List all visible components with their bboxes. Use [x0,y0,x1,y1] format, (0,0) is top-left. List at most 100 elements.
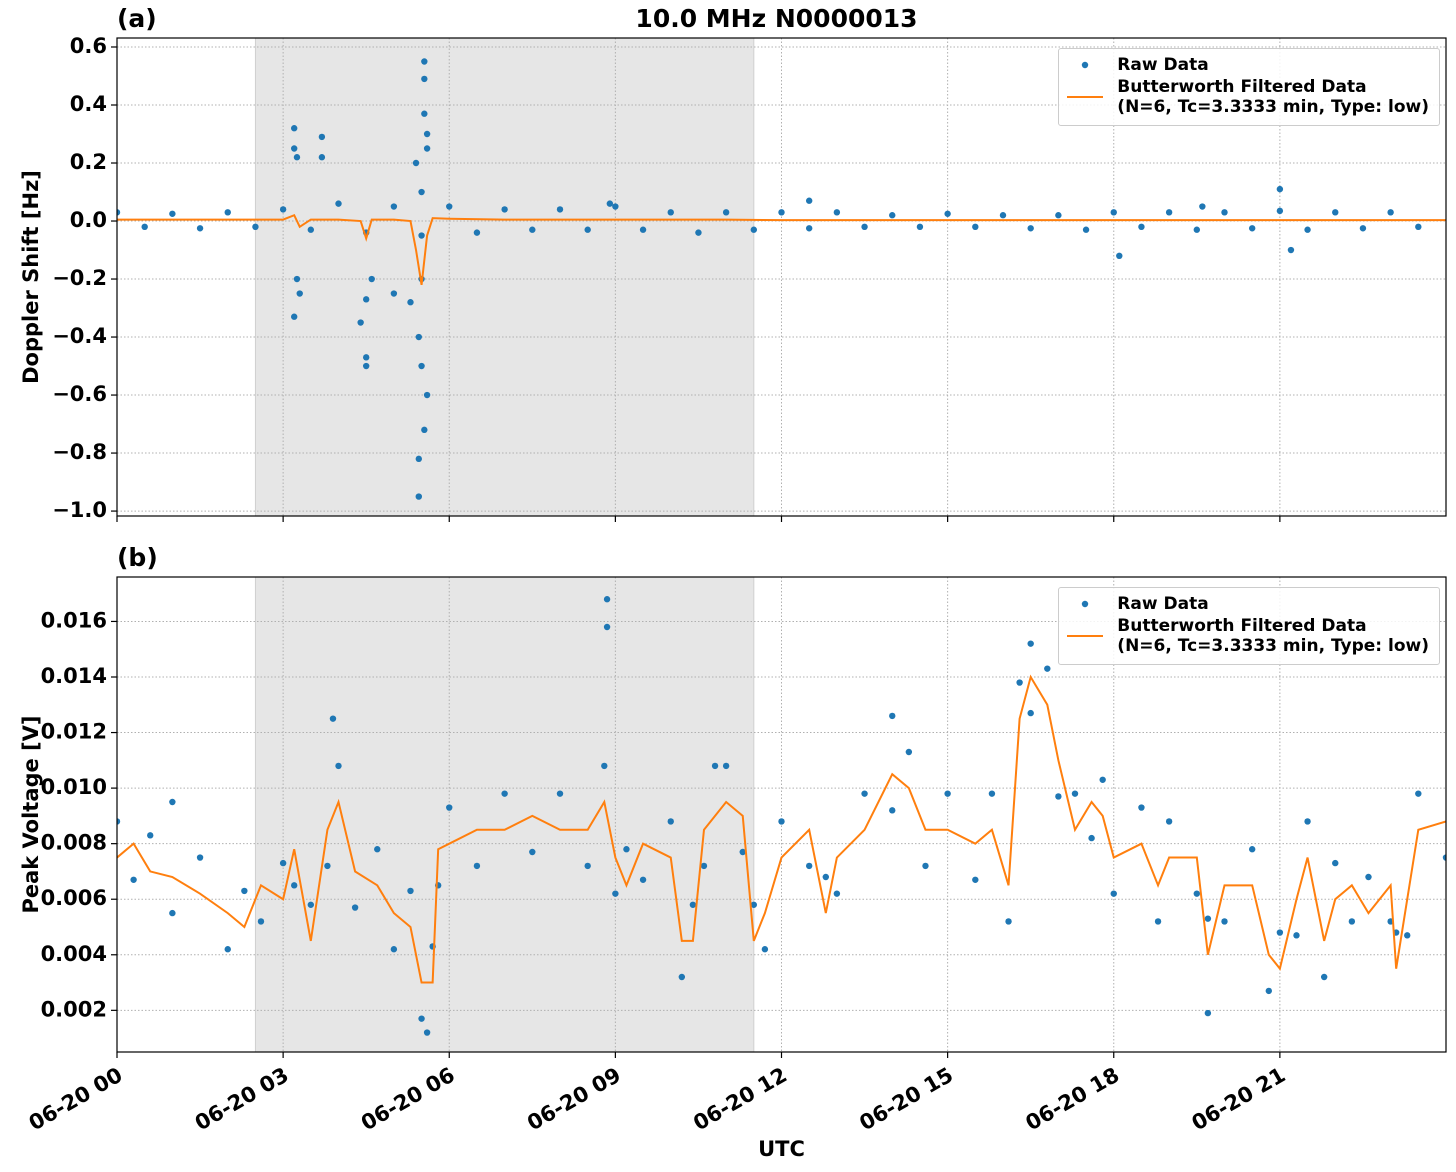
y-tick-label: −0.2 [52,266,107,290]
legend-label: Butterworth Filtered Data (N=6, Tc=3.333… [1117,77,1429,117]
raw-point [1193,226,1201,233]
raw-point [390,203,398,210]
raw-point [529,848,536,856]
raw-point [169,798,176,806]
raw-point [257,918,265,925]
raw-point [1055,212,1062,219]
raw-point [407,887,414,895]
raw-point [861,790,868,797]
x-tick-label: 06-20 00 [25,1063,127,1136]
raw-point [224,946,231,953]
x-tick-label: 06-20 12 [689,1063,791,1136]
raw-point [501,206,508,213]
raw-point [335,762,342,770]
raw-point [584,862,591,870]
raw-point [1287,246,1295,254]
raw-point [584,226,591,233]
raw-point [889,807,896,814]
y-tick-label: 0.010 [41,775,107,799]
raw-point [1320,973,1328,981]
y-tick-label: 0.014 [41,664,107,688]
y-tick-label: 0.004 [41,942,107,966]
plot-area [117,596,1446,1036]
raw-point [1332,859,1339,867]
legend-entry: Butterworth Filtered Data (N=6, Tc=3.333… [1065,77,1429,117]
raw-point [357,319,364,326]
raw-point [418,362,425,370]
raw-point [922,862,929,870]
y-tick-label: 0.008 [41,831,107,855]
raw-point [889,212,896,219]
y-tick-label: −0.4 [52,324,107,348]
raw-point [252,223,259,231]
raw-point [1204,915,1212,922]
legend-label: Raw Data [1117,594,1209,614]
x-tick-label: 06-20 06 [357,1063,459,1136]
raw-point [1293,932,1300,939]
raw-point [556,206,564,213]
raw-point [944,210,951,217]
x-tick-label: 06-20 18 [1021,1063,1123,1136]
raw-point [999,212,1007,219]
raw-point [695,229,702,236]
raw-point [421,426,428,434]
legend-dot [1082,61,1089,69]
raw-point [415,455,422,463]
raw-point [415,493,422,500]
raw-point [362,362,370,370]
raw-point [1005,918,1012,925]
raw-point [117,818,121,825]
raw-point [1276,185,1284,193]
filtered-line [117,213,1446,285]
legend-label: Butterworth Filtered Data (N=6, Tc=3.333… [1117,616,1429,656]
raw-point [805,862,813,870]
raw-point [324,862,331,870]
x-tick-label: 06-20 15 [855,1063,957,1136]
raw-point [1304,818,1311,825]
raw-point [1332,209,1339,216]
raw-point [446,804,453,811]
raw-point [1415,790,1422,797]
raw-point [1116,252,1123,260]
axes-frame [116,37,1447,517]
filtered-line [117,674,1446,984]
raw-point [473,229,481,236]
raw-point [805,197,813,204]
y-axis-label: Peak Voltage [V] [19,715,43,913]
x-tick-label: 06-20 21 [1188,1063,1290,1136]
legend-marker [1067,635,1104,637]
legend-entry: Butterworth Filtered Data (N=6, Tc=3.333… [1065,616,1429,656]
raw-point [833,209,841,216]
raw-point [639,226,647,233]
raw-point [1055,793,1062,800]
raw-point [972,876,979,883]
raw-point [141,223,148,231]
raw-point [1154,918,1162,925]
raw-point [1348,918,1356,925]
raw-point [778,209,785,216]
raw-point [473,862,481,870]
panel-label: (a) [117,4,157,33]
y-tick-label: 0.6 [70,34,107,58]
raw-point [1404,932,1411,939]
raw-point [421,75,428,83]
legend-label: Raw Data [1117,55,1209,75]
raw-point [861,223,868,231]
raw-point [362,354,370,361]
raw-point [678,973,686,981]
raw-point [1110,890,1117,897]
raw-point [1138,223,1145,231]
legend-marker [1082,600,1089,608]
raw-point [750,226,758,233]
raw-point [423,145,431,152]
raw-point [889,712,896,720]
x-axis-label: UTC [758,1137,805,1161]
raw-point [606,200,614,207]
raw-point [351,904,359,911]
raw-point [1027,640,1034,647]
panel-label: (b) [117,543,158,572]
raw-point [750,901,758,908]
y-tick-label: −0.6 [52,382,107,406]
raw-point [117,209,121,216]
